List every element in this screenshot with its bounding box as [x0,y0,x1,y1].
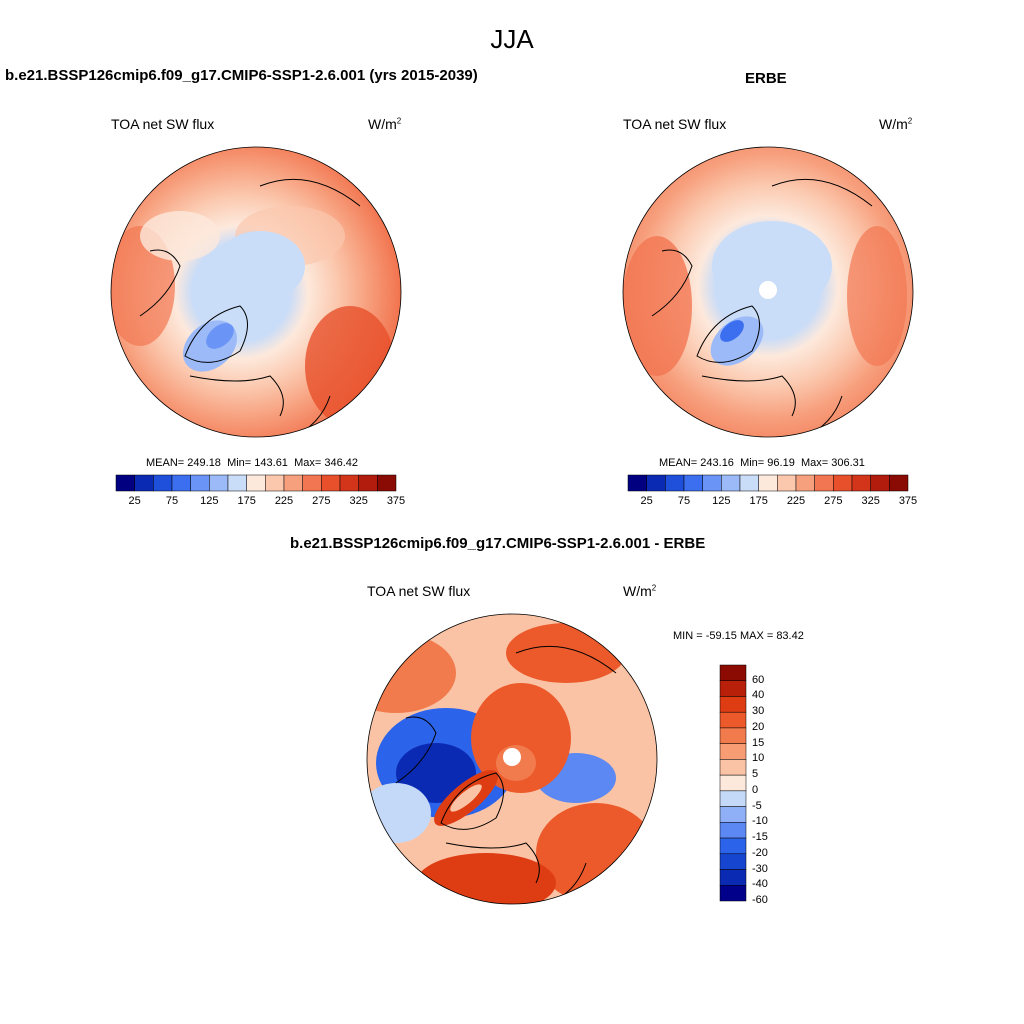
panel3-colorbar-swatch [719,822,747,839]
panel3-units: W/m2 [623,583,657,599]
panel2-colorbar-tick-label: 375 [898,495,918,507]
panel3-colorbar-ticks: 60 40 30 20 15 10 5 0 -5 -10 -15 -20 -30 -40 -60 [750,665,790,906]
panel1-colorbar-tick-label: 275 [312,495,331,507]
panel3-title: b.e21.BSSP126cmip6.f09_g17.CMIP6-SSP1-2.… [290,535,706,552]
panel1-colorbar-swatch [302,474,322,492]
panel1-colorbar-swatch [283,474,303,492]
panel2-stats: MEAN= 243.16 Min= 96.19 Max= 306.31 [659,457,865,469]
panel1-colorbar-ticks: 25 75 125 175 225 275 325 375 [116,495,406,509]
panel1-colorbar-tick-label: 325 [349,495,368,507]
panel3-colorbar-tick-label: 30 [752,705,765,718]
panel3-minmax: MIN = -59.15 MAX = 83.42 [673,630,804,642]
panel1-variable: TOA net SW flux [111,116,215,132]
panel2-colorbar-swatch [683,474,703,492]
panel3-colorbar-tick-label: 40 [752,689,765,702]
panel1-colorbar-tick-label: 25 [128,495,141,507]
panel2-colorbar-swatch [833,474,853,492]
panel1-colorbar-swatch [115,474,135,492]
panel3-colorbar-swatch [719,696,747,713]
panel3-colorbar-tick-label: -60 [752,894,768,906]
panel2-colorbar-swatch [702,474,722,492]
figure-title: JJA [490,24,534,54]
panel2-map [622,146,914,438]
panel1-colorbar-swatch [265,474,285,492]
panel3-colorbar-tick-label: 20 [752,720,765,733]
panel3-variable: TOA net SW flux [367,583,471,599]
panel1-colorbar-swatch [190,474,210,492]
panel2-colorbar-tick-label: 275 [824,495,843,507]
panel1-units: W/m2 [368,116,402,132]
panel3-colorbar-tick-label: -15 [752,831,768,844]
panel3-colorbar-tick-label: -30 [752,862,768,875]
panel2-colorbar-tick-label: 325 [861,495,880,507]
panel3-colorbar-swatch [719,853,747,870]
panel2-variable: TOA net SW flux [623,116,727,132]
panel1-colorbar-tick-label: 175 [237,495,256,507]
panel1-colorbar-tick-label: 375 [386,495,406,507]
panel2-colorbar-swatch [814,474,834,492]
panel1-title: b.e21.BSSP126cmip6.f09_g17.CMIP6-SSP1-2.… [5,67,478,84]
panel3-colorbar-swatch [719,869,747,886]
panel1-stats: MEAN= 249.18 Min= 143.61 Max= 346.42 [146,457,358,469]
panel3-colorbar-swatch [719,727,747,744]
panel2-colorbar-swatch [777,474,797,492]
panel3-colorbar-tick-label: -10 [752,815,768,828]
panel2-colorbar-swatch [646,474,666,492]
panel1-colorbar [115,474,397,492]
panel3-colorbar-swatch [719,680,747,697]
panel3-colorbar-tick-label: 10 [752,752,765,765]
panel3-colorbar-tick-label: -20 [752,846,768,859]
panel1-colorbar-swatch [171,474,191,492]
panel3-colorbar-tick-label: -40 [752,878,768,891]
panel1-colorbar-swatch [209,474,229,492]
panel3-colorbar-swatch [719,759,747,776]
panel3-colorbar-swatch [719,774,747,792]
panel3-colorbar-swatch [719,885,747,902]
panel1-map [110,146,402,438]
panel3-colorbar-tick-label: 0 [752,783,759,796]
panel3-colorbar-tick-label: 15 [752,736,765,749]
panel2-colorbar-swatch [870,474,890,492]
panel3-colorbar-tick-label: -5 [752,799,762,812]
panel1-colorbar-swatch [339,474,359,492]
panel2-colorbar-swatch [721,474,741,492]
panel3-colorbar-swatch [719,711,747,729]
panel2-colorbar-tick-label: 25 [640,495,653,507]
panel3-map [366,613,658,905]
panel1-colorbar-tick-label: 75 [165,495,179,507]
panel2-colorbar-tick-label: 75 [677,495,691,507]
panel1-colorbar-swatch [377,474,397,492]
panel2-colorbar-tick-label: 225 [786,495,806,507]
panel1-colorbar-swatch [153,474,173,492]
panel3-colorbar-swatch [719,743,747,760]
panel3-colorbar-swatch [719,837,747,855]
panel2-colorbar-swatch [665,474,685,492]
panel2-colorbar-swatch [795,474,815,492]
panel1-colorbar-tick-label: 225 [274,495,294,507]
panel2-colorbar-swatch [627,474,647,492]
panel2-units: W/m2 [879,116,913,132]
panel2-colorbar-swatch [739,474,759,492]
panel2-colorbar-ticks: 25 75 125 175 225 275 325 375 [628,495,918,509]
panel1-colorbar-tick-label: 125 [200,495,219,507]
panel2-colorbar-tick-label: 175 [749,495,768,507]
panel2-colorbar-tick-label: 125 [712,495,731,507]
panel3-colorbar-swatch [719,790,747,807]
panel1-colorbar-swatch [358,474,378,492]
panel2-colorbar-swatch [851,474,871,492]
panel1-colorbar-swatch [227,474,247,492]
panel3-colorbar [719,664,747,902]
panel3-colorbar-swatch [719,664,747,681]
panel3-colorbar-swatch [719,806,747,823]
panel2-colorbar [627,474,909,492]
panel1-colorbar-swatch [321,474,341,492]
panel2-colorbar-swatch [758,474,778,492]
panel1-colorbar-swatch [134,474,154,492]
panel1-colorbar-swatch [246,474,266,492]
panel3-colorbar-tick-label: 5 [752,768,759,781]
panel3-colorbar-tick-label: 60 [752,673,765,686]
panel2-colorbar-swatch [889,474,909,492]
panel2-title: ERBE [745,70,787,87]
